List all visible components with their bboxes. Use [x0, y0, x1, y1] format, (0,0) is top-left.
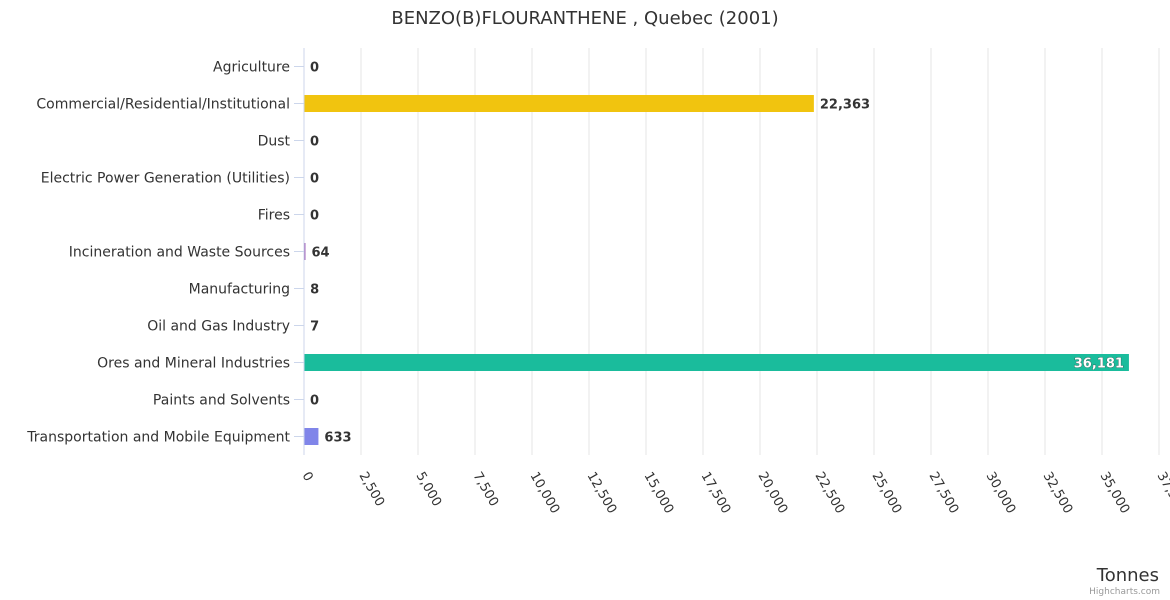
category-label: Agriculture [213, 60, 290, 76]
category-label: Oil and Gas Industry [147, 319, 290, 335]
category-label: Paints and Solvents [153, 393, 290, 409]
credits-link[interactable]: Highcharts.com [1089, 587, 1160, 597]
data-label: 0 [310, 172, 319, 187]
data-label: 7 [310, 320, 319, 335]
value-axis-title: Tonnes [1096, 565, 1159, 586]
data-label: 0 [310, 209, 319, 224]
x-tick-label: 27,500 [926, 470, 962, 517]
x-tick-label: 0 [299, 470, 316, 485]
x-tick-label: 10,000 [527, 470, 563, 517]
category-label: Dust [258, 134, 291, 150]
x-tick-label: 32,500 [1040, 470, 1076, 517]
category-label: Transportation and Mobile Equipment [26, 430, 290, 446]
category-label: Ores and Mineral Industries [97, 356, 290, 372]
data-label: 633 [324, 431, 351, 446]
x-tick-label: 5,000 [413, 470, 445, 510]
x-tick-label: 20,000 [755, 470, 791, 517]
x-tick-label: 2,500 [356, 470, 388, 510]
gridlines [360, 48, 1160, 455]
x-tick-label: 25,000 [869, 470, 905, 517]
x-tick-label: 15,000 [641, 470, 677, 517]
bar-series [304, 95, 1129, 445]
x-tick-label: 35,000 [1097, 470, 1133, 517]
category-label: Fires [258, 208, 290, 224]
category-label: Commercial/Residential/Institutional [36, 97, 290, 113]
category-label: Incineration and Waste Sources [69, 245, 290, 261]
bar[interactable] [304, 95, 814, 112]
x-tick-label: 30,000 [983, 470, 1019, 517]
category-label: Electric Power Generation (Utilities) [41, 171, 290, 187]
category-label: Manufacturing [189, 282, 290, 298]
category-labels: Agriculture Commercial/Residential/Instit… [26, 60, 304, 446]
data-label: 8 [310, 283, 319, 298]
data-label: 0 [310, 394, 319, 409]
data-label: 22,363 [820, 98, 870, 113]
bar[interactable] [304, 354, 1129, 371]
data-label: 64 [311, 246, 329, 261]
data-label: 0 [310, 135, 319, 150]
x-tick-label: 17,500 [698, 470, 734, 517]
x-tick-label: 12,500 [584, 470, 620, 517]
chart-title: BENZO(B)FLOURANTHENE , Quebec (2001) [391, 8, 778, 29]
x-tick-label: 7,500 [470, 470, 502, 510]
x-tick-label: 37,500 [1154, 470, 1170, 517]
value-axis-tick-labels: 0 2,500 5,000 7,500 10,000 12,500 15,000 17,500… [299, 470, 1170, 517]
data-label: 36,181 [1074, 357, 1124, 372]
bar[interactable] [304, 243, 306, 260]
bar[interactable] [304, 428, 319, 445]
data-labels: 0 22,363 0 0 0 64 8 7 36,181 0 633 [310, 61, 1124, 446]
x-tick-label: 22,500 [812, 470, 848, 517]
data-label: 0 [310, 61, 319, 76]
